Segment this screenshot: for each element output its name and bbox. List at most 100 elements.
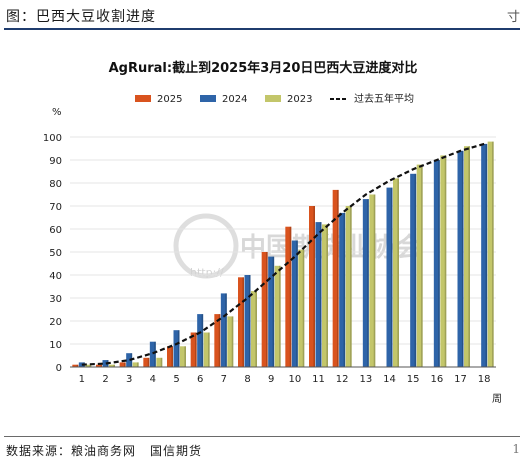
- bar-shade: [390, 187, 393, 367]
- legend-swatch-2024: [200, 95, 216, 102]
- bar-shade: [444, 155, 447, 367]
- x-tick-label: 9: [268, 374, 274, 385]
- bar-2024-week-6: [197, 314, 204, 367]
- bar-shade: [421, 164, 423, 367]
- harvest-progress-chart: 中国期货业协会 http:// AgRural:截止到2025年3月20日巴西大…: [43, 60, 502, 405]
- bar-shade: [154, 341, 156, 367]
- bar-2025-week-7: [214, 314, 221, 367]
- bar-2023-week-8: [251, 291, 257, 367]
- source-label: 数据来源：粮油商务网: [6, 444, 137, 458]
- bar-2025-week-3: [119, 362, 126, 367]
- bar-shade: [171, 346, 173, 367]
- bar-shade: [225, 293, 227, 367]
- x-tick-label: 5: [173, 374, 179, 385]
- bar-2024-week-2: [102, 360, 109, 367]
- bar-2023-week-4: [156, 357, 163, 367]
- x-tick-label: 8: [244, 374, 250, 385]
- bar-2024-week-4: [149, 341, 156, 367]
- bar-shade: [184, 346, 186, 367]
- bar-2024-week-10: [291, 240, 298, 367]
- bar-2023-week-15: [416, 164, 423, 367]
- bar-shade: [279, 265, 281, 367]
- bar-shade: [201, 314, 204, 367]
- x-tick-label: 1: [79, 374, 85, 385]
- bar-2024-week-8: [244, 275, 251, 367]
- bar-2023-week-6: [203, 332, 210, 367]
- bar-shade: [124, 362, 126, 367]
- bar-shade: [195, 332, 197, 367]
- x-axis-unit: 周: [492, 393, 502, 405]
- bar-shade: [289, 226, 292, 367]
- bar-2023-week-5: [180, 346, 186, 367]
- bar-shade: [255, 291, 257, 367]
- bar-shade: [397, 178, 399, 367]
- bar-shade: [242, 277, 244, 367]
- header-corner-glyph: 寸: [506, 10, 520, 25]
- bar-2024-week-12: [339, 212, 346, 367]
- bar-2023-week-16: [440, 155, 447, 367]
- y-tick-label: 100: [43, 133, 62, 144]
- average-line-series: [81, 142, 485, 366]
- watermark-logo-ring: [173, 213, 239, 279]
- bar-shade: [231, 316, 234, 367]
- footer-rule: [4, 436, 520, 437]
- bar-shade: [492, 141, 494, 367]
- bar-shade: [414, 173, 417, 367]
- x-tick-label: 6: [197, 374, 203, 385]
- bar-shade: [438, 160, 440, 367]
- y-tick-label: 20: [49, 317, 62, 328]
- bar-2024-week-9: [268, 256, 275, 367]
- bar-2025-week-9: [261, 252, 268, 367]
- x-tick-label: 11: [312, 374, 325, 385]
- bar-shade: [373, 194, 376, 367]
- x-tick-label: 16: [430, 374, 443, 385]
- bar-2024-week-7: [220, 293, 227, 367]
- bar-shade: [266, 252, 268, 367]
- x-tick-label: 7: [221, 374, 227, 385]
- bar-2023-week-13: [369, 194, 376, 367]
- bar-shade: [485, 143, 488, 367]
- bar-shade: [468, 146, 470, 367]
- legend-label-2023: 2023: [287, 94, 312, 105]
- x-tick-label: 12: [336, 374, 349, 385]
- bar-shade: [319, 222, 322, 367]
- bar-2024-week-11: [315, 222, 322, 367]
- footer-source: 数据来源：粮油商务网 国信期货: [6, 442, 216, 459]
- bar-shade: [302, 249, 305, 367]
- y-tick-label: 50: [49, 248, 62, 259]
- bar-2023-week-2: [109, 364, 115, 367]
- watermark-url: http://: [190, 266, 224, 279]
- bar-2023-week-14: [393, 178, 399, 367]
- bar-2025-week-11: [309, 206, 315, 367]
- chart-title: AgRural:截止到2025年3月20日巴西大豆进度对比: [109, 60, 418, 76]
- x-tick-label: 13: [359, 374, 372, 385]
- bar-2025-week-10: [285, 226, 292, 367]
- bar-2023-week-11: [322, 224, 328, 367]
- bar-shade: [76, 364, 79, 367]
- y-tick-label: 80: [49, 179, 62, 190]
- bar-shade: [337, 189, 339, 367]
- y-tick-label: 70: [49, 202, 62, 213]
- x-tick-label: 17: [454, 374, 467, 385]
- footer-corner-glyph: 1: [512, 442, 520, 456]
- y-gridlines: [70, 136, 496, 345]
- bar-2025-week-8: [238, 277, 244, 367]
- bar-2023-week-17: [464, 146, 470, 367]
- x-tick-label: 3: [126, 374, 132, 385]
- bar-shade: [177, 330, 180, 367]
- y-tick-label: 40: [49, 271, 62, 282]
- bar-shade: [208, 332, 210, 367]
- bar-shade: [313, 206, 315, 367]
- x-axis-ticks: 1 2 3 4 5 6 7 8 9 10 11 12 13 14 15 16 17 18: [79, 374, 491, 385]
- y-tick-label: 60: [49, 225, 62, 236]
- bar-2024-week-17: [457, 150, 464, 367]
- bar-2023-week-10: [298, 249, 305, 367]
- x-tick-label: 15: [407, 374, 420, 385]
- report-header: 图：巴西大豆收割进度 寸: [4, 2, 520, 30]
- bar-shade: [113, 364, 115, 367]
- bar-2025-week-6: [190, 332, 197, 367]
- bar-2023-week-18: [487, 141, 494, 367]
- bar-shade: [147, 357, 150, 367]
- bar-shade: [343, 212, 346, 367]
- legend-swatch-2025: [135, 95, 151, 102]
